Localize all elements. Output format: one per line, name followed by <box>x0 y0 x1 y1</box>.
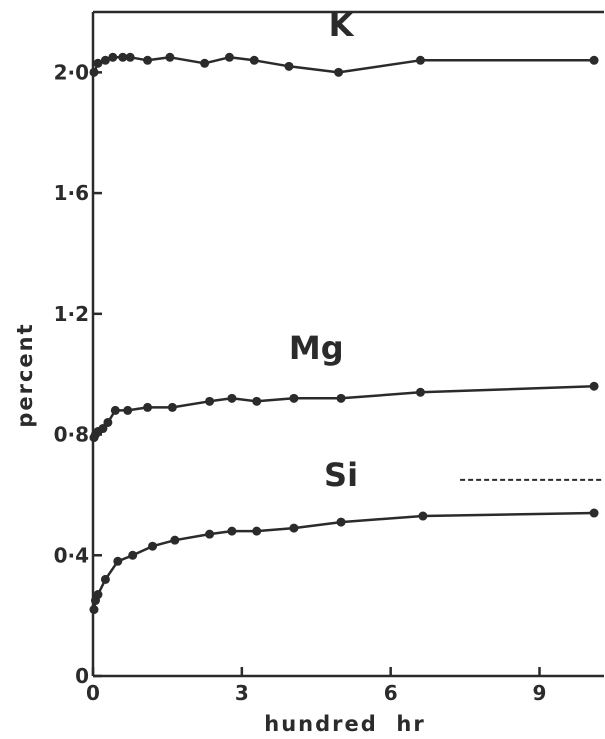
data-point-k <box>200 58 210 68</box>
data-point-si <box>252 526 262 536</box>
data-point-k <box>143 55 153 65</box>
data-point-mg <box>252 396 262 406</box>
data-point-k <box>284 61 294 71</box>
data-point-k <box>589 55 599 65</box>
data-point-si <box>227 526 237 536</box>
y-tick-label: 1·2 <box>54 302 89 326</box>
data-point-si <box>113 556 123 566</box>
data-point-si <box>89 605 99 615</box>
x-axis-label: hundred hr <box>264 712 425 736</box>
data-point-k <box>125 52 135 62</box>
data-point-si <box>289 523 299 533</box>
data-point-k <box>415 55 425 65</box>
y-tick-label: 0·4 <box>54 543 89 567</box>
x-tick-label: 3 <box>235 681 249 705</box>
data-point-k <box>93 58 103 68</box>
data-point-mg <box>98 424 108 434</box>
data-point-si <box>128 550 138 560</box>
series-label-k: K <box>329 6 355 44</box>
data-point-si <box>205 529 215 539</box>
data-point-mg <box>227 393 237 403</box>
data-point-si <box>170 535 180 545</box>
y-tick-label: 0·8 <box>54 423 89 447</box>
data-point-si <box>418 511 428 521</box>
series-label-mg: Mg <box>289 329 344 367</box>
data-point-mg <box>589 381 599 391</box>
y-tick-label: 0 <box>75 664 89 688</box>
data-point-mg <box>143 402 153 412</box>
data-point-mg <box>103 417 113 427</box>
data-point-k <box>334 67 344 77</box>
data-point-mg <box>205 396 215 406</box>
series-line-mg <box>92 385 595 439</box>
data-point-si <box>589 508 599 518</box>
data-point-mg <box>289 393 299 403</box>
data-point-mg <box>123 405 133 415</box>
data-point-mg <box>110 405 120 415</box>
series-label-si: Si <box>324 456 358 494</box>
x-tick-label: 0 <box>86 681 100 705</box>
data-point-si <box>100 574 110 584</box>
data-point-k <box>118 52 128 62</box>
data-point-k <box>224 52 234 62</box>
data-point-mg <box>415 387 425 397</box>
data-point-k <box>165 52 175 62</box>
data-point-k <box>249 55 259 65</box>
data-point-k <box>100 55 110 65</box>
y-tick-label: 1·6 <box>54 181 89 205</box>
data-point-mg <box>336 393 346 403</box>
data-point-mg <box>167 402 177 412</box>
x-tick-label: 6 <box>384 681 398 705</box>
data-point-si <box>336 517 346 527</box>
x-tick-label: 9 <box>533 681 547 705</box>
series-line-si <box>92 511 595 610</box>
data-point-k <box>108 52 118 62</box>
data-point-si <box>148 541 158 551</box>
y-tick-label: 2·0 <box>54 60 89 84</box>
y-axis-label: percent <box>13 322 37 427</box>
data-point-si <box>93 590 103 600</box>
